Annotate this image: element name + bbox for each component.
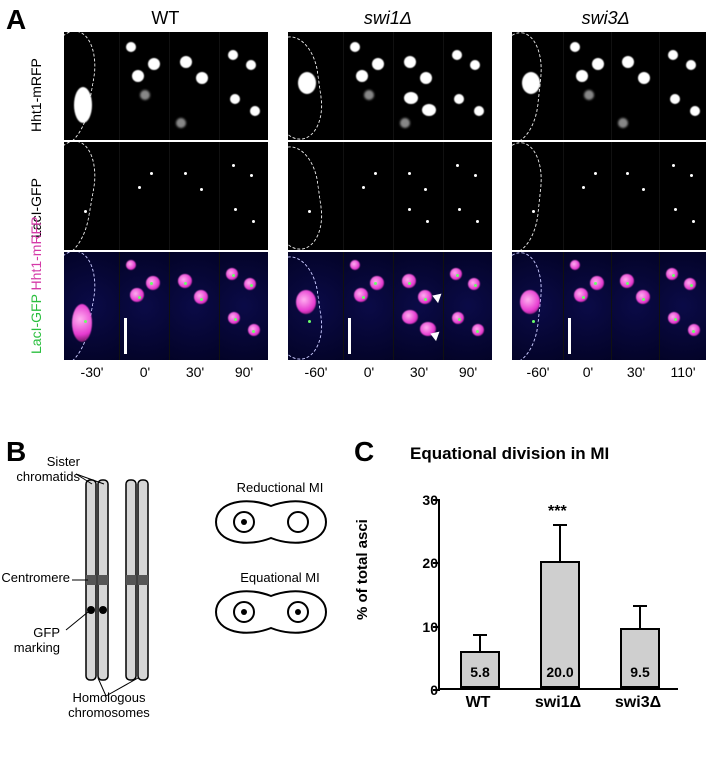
microscopy-grid [64,32,706,360]
ytick-label: 0 [430,682,438,698]
panel-b: B [10,440,350,750]
strip-wt-merge [64,252,268,360]
row-label-hht1: Hht1-mRFP [28,58,44,132]
time-label: 110' [660,364,706,380]
col-title-swi1: swi1Δ [287,8,490,29]
bar: 20.0 [540,561,580,688]
time-label: 0' [344,364,394,380]
row-label-merge: LacI-GFP Hht1-mRFP [28,217,44,354]
panel-c: C Equational division in MI % of total a… [360,440,700,750]
time-label: 30' [170,364,220,380]
label-equational: Equational MI [220,570,340,585]
chart-title: Equational division in MI [410,444,609,464]
col-title-swi3: swi3Δ [509,8,702,29]
time-label: -30' [64,364,120,380]
time-label: -60' [288,364,344,380]
strip-swi1-laci [288,142,492,250]
x-category-label: WT [438,694,518,712]
bar-chart: 5.8 20.0 *** 9.5 0 10 20 30 WTswi1Δswi3Δ [390,470,690,730]
ytick-label: 30 [422,492,438,508]
bar-value: 5.8 [462,664,498,680]
col-title-wt: WT [64,8,267,29]
time-label: 30' [394,364,444,380]
strip-wt-laci [64,142,268,250]
time-label: -60' [512,364,564,380]
time-label: 0' [120,364,170,380]
bar-value: 20.0 [542,664,578,680]
strip-swi3-laci [512,142,706,250]
y-axis-label: % of total asci [354,519,371,620]
ytick-label: 20 [422,555,438,571]
label-homologous: Homologouschromosomes [54,690,164,720]
panel-a-column-titles: WT swi1Δ swi3Δ [10,8,702,29]
ytick-label: 10 [422,619,438,635]
strip-swi1-hht1 [288,32,492,140]
time-labels: -30'0'30'90' -60'0'30'90' -60'0'30'110' [64,364,706,380]
time-label: 0' [564,364,612,380]
label-gfp: GFP marking [0,625,60,655]
time-label: 90' [444,364,492,380]
panel-c-label: C [354,436,374,468]
time-label: 90' [220,364,268,380]
label-centromere: Centromere [0,570,70,585]
bar: 9.5 [620,628,660,688]
bar: 5.8 [460,651,500,688]
strip-swi1-merge [288,252,492,360]
strip-swi3-hht1 [512,32,706,140]
significance-marker: *** [548,503,567,521]
label-sister: Sisterchromatids [4,454,80,484]
plot-area: 5.8 20.0 *** 9.5 [438,500,678,690]
strip-wt-hht1 [64,32,268,140]
x-category-label: swi3Δ [598,694,678,712]
bar-value: 9.5 [622,664,658,680]
strip-swi3-merge [512,252,706,360]
x-category-label: swi1Δ [518,694,598,712]
time-label: 30' [612,364,660,380]
label-reductional: Reductional MI [220,480,340,495]
